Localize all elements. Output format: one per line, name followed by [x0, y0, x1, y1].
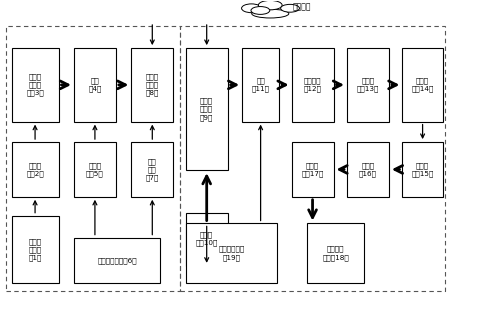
- Text: 光检测
器（13）: 光检测 器（13）: [357, 77, 379, 92]
- Bar: [186, 213, 228, 266]
- Bar: [180, 26, 445, 291]
- Text: 微调
平台
（7）: 微调 平台 （7）: [146, 158, 159, 181]
- Ellipse shape: [281, 4, 300, 12]
- Bar: [11, 142, 59, 197]
- Bar: [186, 48, 228, 170]
- Bar: [131, 48, 173, 122]
- Ellipse shape: [242, 4, 261, 13]
- Text: 第二控制模块
（19）: 第二控制模块 （19）: [218, 246, 245, 261]
- Bar: [74, 142, 116, 197]
- Text: 微调平
台（10）: 微调平 台（10）: [195, 232, 218, 247]
- Bar: [347, 48, 389, 122]
- Text: 光学滤光
（12）: 光学滤光 （12）: [304, 77, 321, 92]
- Text: 调制模
块（2）: 调制模 块（2）: [26, 162, 44, 177]
- Ellipse shape: [251, 9, 289, 18]
- Text: 第一接
口模块
（1）: 第一接 口模块 （1）: [28, 238, 42, 261]
- Text: 第一控制模块（6）: 第一控制模块（6）: [97, 257, 137, 264]
- Text: 第二接口
模块（18）: 第二接口 模块（18）: [322, 246, 349, 261]
- Bar: [74, 48, 116, 122]
- Bar: [186, 223, 277, 283]
- Text: 光学接
收天线
（9）: 光学接 收天线 （9）: [200, 98, 213, 121]
- Ellipse shape: [258, 0, 282, 10]
- Text: 信号预
处理模
块（3）: 信号预 处理模 块（3）: [26, 73, 44, 96]
- Bar: [131, 142, 173, 197]
- Bar: [402, 142, 443, 197]
- Bar: [11, 216, 59, 283]
- Text: 驱动电
路（5）: 驱动电 路（5）: [86, 162, 104, 177]
- Bar: [5, 26, 180, 291]
- Text: 大气信道: 大气信道: [293, 2, 311, 11]
- Bar: [74, 238, 160, 283]
- Bar: [347, 142, 389, 197]
- Text: 光阀
（11）: 光阀 （11）: [251, 77, 270, 92]
- Text: 光学发
射天线
（8）: 光学发 射天线 （8）: [146, 73, 159, 96]
- Text: 光源
（4）: 光源 （4）: [88, 77, 102, 92]
- Text: 前置放
大（14）: 前置放 大（14）: [411, 77, 434, 92]
- Bar: [11, 48, 59, 122]
- Bar: [292, 48, 334, 122]
- Ellipse shape: [251, 7, 270, 14]
- Bar: [242, 48, 279, 122]
- Text: 主放大
器（15）: 主放大 器（15）: [411, 162, 434, 177]
- Text: 解调模
块（17）: 解调模 块（17）: [302, 162, 324, 177]
- Bar: [308, 223, 364, 283]
- Bar: [292, 142, 334, 197]
- Bar: [402, 48, 443, 122]
- Text: 均衡器
（16）: 均衡器 （16）: [359, 162, 377, 177]
